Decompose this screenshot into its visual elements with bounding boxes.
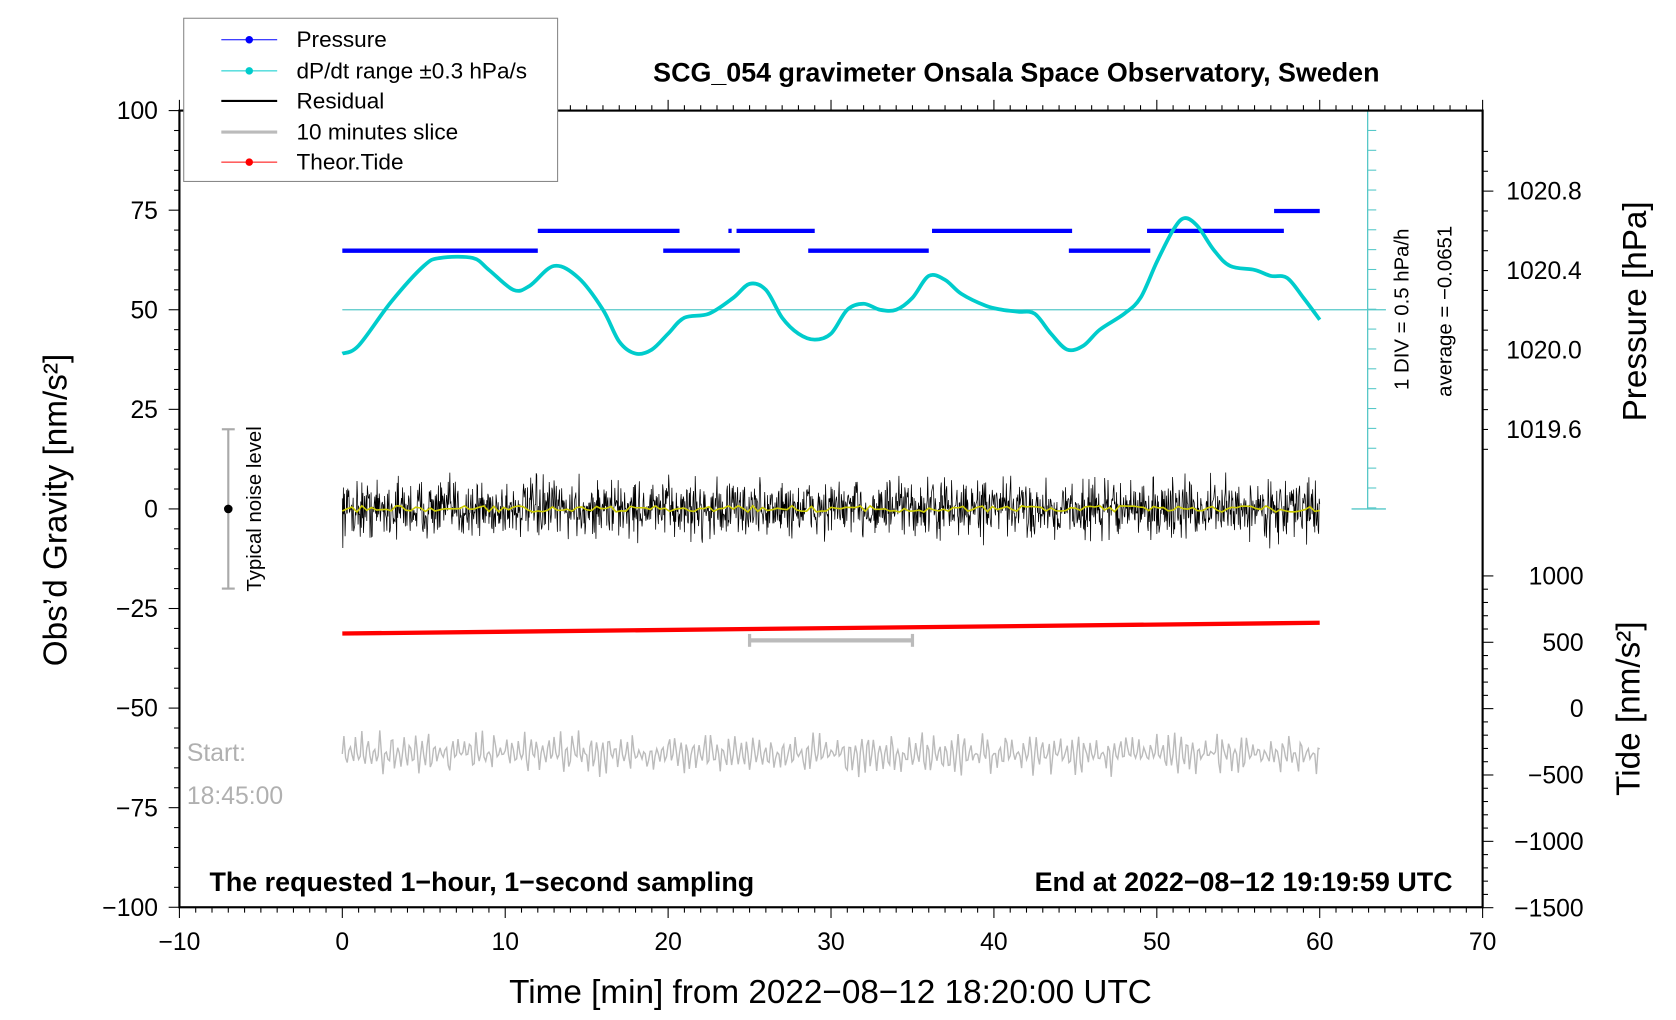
x-tick-label: 70 xyxy=(1469,929,1496,956)
bottom-right-note: End at 2022−08−12 19:19:59 UTC xyxy=(1035,867,1453,897)
pressure-tick-label: 1020.4 xyxy=(1506,258,1582,285)
y-tick-label: 50 xyxy=(130,297,157,324)
y-tick-label: 0 xyxy=(144,497,158,524)
y-tick-label: −25 xyxy=(116,596,158,623)
legend-marker-tide xyxy=(245,158,254,166)
chart-title: SCG_054 gravimeter Onsala Space Observat… xyxy=(653,58,1379,88)
x-tick-label: 30 xyxy=(817,929,844,956)
x-tick-label: −10 xyxy=(158,929,200,956)
tide-tick-label: −500 xyxy=(1528,763,1584,790)
residual-line xyxy=(341,472,1321,549)
y-axis-label-pressure: Pressure [hPa] xyxy=(1617,201,1654,421)
dpdt-curve xyxy=(341,216,1322,356)
start-label: Start: xyxy=(187,740,246,767)
ten-minute-slice-line xyxy=(341,730,1321,778)
pressure-tick-label: 1020.8 xyxy=(1506,179,1582,206)
y-tick-label: −75 xyxy=(116,795,158,822)
x-tick-label: 20 xyxy=(654,929,681,956)
noise-bar-center xyxy=(223,504,233,514)
y-tick-label: 100 xyxy=(117,98,158,125)
legend-label-dpdt: dP/dt range ±0.3 hPa/s xyxy=(297,58,528,83)
noise-annotation: Typical noise level xyxy=(244,426,266,591)
div-annotation: 1 DIV = 0.5 hPa/h xyxy=(1391,228,1413,389)
legend-label-pressure: Pressure xyxy=(297,27,387,52)
tide-tick-label: 0 xyxy=(1570,696,1584,723)
y-tick-label: −100 xyxy=(102,895,158,922)
x-tick-label: 0 xyxy=(335,929,349,956)
tide-line xyxy=(342,620,1320,636)
x-axis-label: Time [min] from 2022−08−12 18:20:00 UTC xyxy=(509,974,1152,1011)
legend-label-slice: 10 minutes slice xyxy=(297,120,459,145)
y-axis-label-tide: Tide [nm/s²] xyxy=(1610,621,1647,795)
y-tick-label: −50 xyxy=(116,696,158,723)
y-axis-label-left: Obs’d Gravity [nm/s²] xyxy=(38,354,75,666)
legend: Pressure dP/dt range ±0.3 hPa/s Residual… xyxy=(183,17,559,182)
legend-label-residual: Residual xyxy=(297,88,385,113)
residual-smoothed-line xyxy=(341,504,1320,514)
x-tick-label: 50 xyxy=(1143,929,1170,956)
tide-tick-label: 1000 xyxy=(1529,564,1584,591)
x-tick-label: 10 xyxy=(491,929,518,956)
x-tick-label: 40 xyxy=(980,929,1007,956)
y-tick-label: 25 xyxy=(130,397,157,424)
tide-tick-label: −1000 xyxy=(1514,829,1583,856)
y-tick-label: 75 xyxy=(130,198,157,225)
start-time: 18:45:00 xyxy=(187,783,283,810)
x-tick-label: 60 xyxy=(1306,929,1333,956)
tide-tick-label: 500 xyxy=(1542,630,1583,657)
average-annotation: average = −0.0651 xyxy=(1434,226,1456,397)
pressure-tick-label: 1019.6 xyxy=(1506,417,1582,444)
legend-label-tide: Theor.Tide xyxy=(297,150,404,175)
pressure-tick-label: 1020.0 xyxy=(1506,338,1582,365)
legend-marker-pressure xyxy=(245,35,254,44)
legend-marker-dpdt xyxy=(245,67,254,75)
bottom-left-note: The requested 1−hour, 1−second sampling xyxy=(210,867,755,897)
tide-tick-label: −1500 xyxy=(1514,895,1583,922)
